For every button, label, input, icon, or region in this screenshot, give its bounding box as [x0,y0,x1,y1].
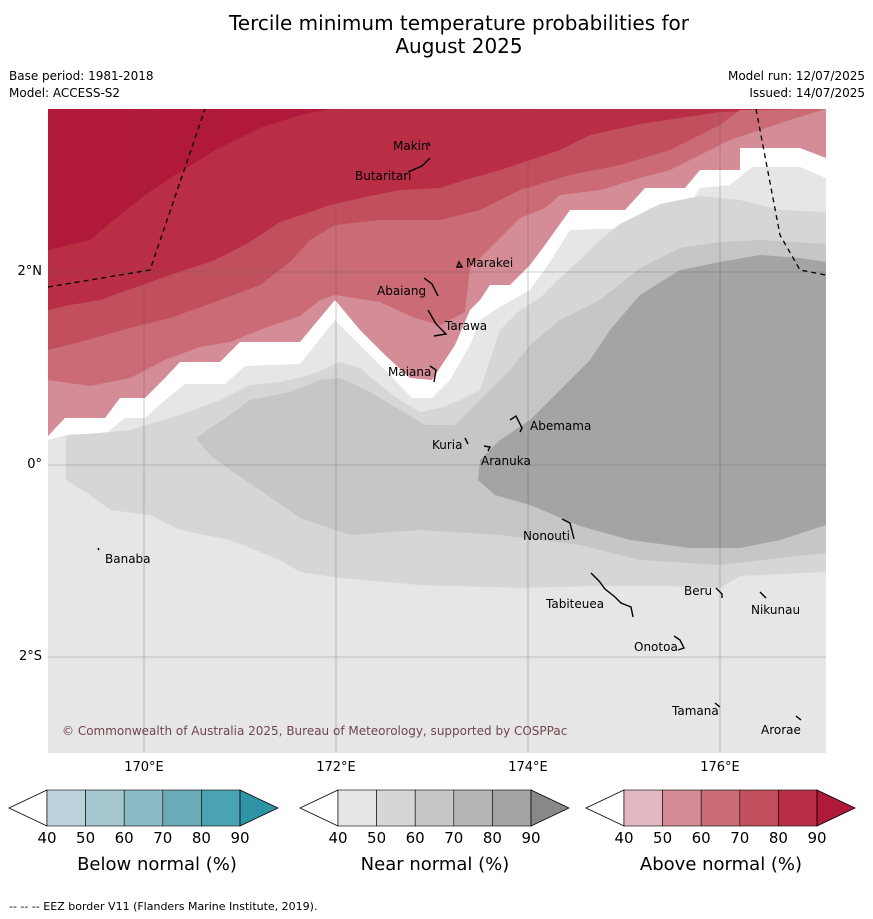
colorbar-below-segment [123,789,164,827]
colorbar-near-segment [492,789,532,827]
colorbar-above-tick: 70 [730,829,749,847]
base-period: Base period: 1981-2018 [9,69,154,83]
colorbar-above-segment [739,789,779,827]
lon-label-172: 172°E [316,760,356,775]
island-maiana [429,365,437,383]
colorbar-below-tick: 90 [230,829,249,847]
footer-eez-note: -- -- -- EEZ border V11 (Flanders Marine… [9,900,318,913]
colorbar-above-tick: 40 [614,829,633,847]
colorbar-near-tick: 70 [444,829,463,847]
label-kuria: Kuria [432,438,463,452]
colorbar-below-tick: 80 [192,829,211,847]
island-nonouti [561,518,575,540]
colorbar-near-segment [337,789,377,827]
label-nonouti: Nonouti [523,529,570,543]
colorbar-above-tick: 80 [769,829,788,847]
label-tamana: Tamana [672,704,719,718]
colorbar-above-segment [662,789,702,827]
meta-left: Base period: 1981-2018 Model: ACCESS-S2 [9,68,154,102]
label-nikunau: Nikunau [751,603,801,617]
colorbar-below-segment [162,789,202,827]
colorbar-below-segment [201,789,241,827]
island-beru [715,587,723,598]
meta-right: Model run: 12/07/2025 Issued: 14/07/2025 [700,68,865,102]
label-tarawa: Tarawa [445,319,488,333]
label-abemama: Abemama [530,419,592,433]
colorbar-near-over-triangle [530,789,570,827]
probability-map: Makin Butaritari Marakei Abaiang Tarawa … [48,109,826,753]
colorbar-below-over-triangle [239,789,279,827]
model-name: Model: ACCESS-S2 [9,86,121,100]
colorbar-title-below: Below normal (%) [77,854,237,875]
colorbar-near-under-triangle [299,789,339,827]
issued-date: Issued: 14/07/2025 [749,86,865,100]
title-line-1: Tercile minimum temperature probabilitie… [228,11,690,35]
label-onotoa: Onotoa [634,640,678,654]
label-arorae: Arorae [761,723,801,737]
colorbar-near-segment [414,789,455,827]
island-onotoa [673,635,685,651]
colorbars: 40 50 60 70 80 90 40 50 60 70 80 90 40 50 60 70 80 90 [8,789,856,847]
label-beru: Beru [684,584,713,598]
colorbar-below-segment [46,789,86,827]
colorbar-near-tick: 90 [521,829,540,847]
colorbar-near-tick: 80 [483,829,502,847]
colorbar-near-tick: 40 [328,829,347,847]
island-abemama [509,414,523,433]
label-abaiang: Abaiang [377,284,427,298]
colorbar-below-segment [85,789,125,827]
island-nikunau [759,591,767,599]
island-tarawa [427,309,448,337]
colorbar-above-segment [623,789,663,827]
colorbar-above-tick: 60 [692,829,711,847]
colorbar-above-tick: 50 [653,829,672,847]
colorbar-below-under-triangle [8,789,48,827]
model-run: Model run: 12/07/2025 [727,69,865,83]
colorbar-near-segment [453,789,493,827]
colorbar-above-segment [778,789,818,827]
colorbar-near-segment [376,789,416,827]
island-marakei [455,260,464,268]
map-title: Tercile minimum temperature probabilitie… [0,12,873,58]
island-abaiang [423,277,439,297]
colorbar-below-tick: 60 [115,829,134,847]
colorbar-near-tick: 50 [367,829,386,847]
colorbar-title-near: Near normal (%) [360,854,510,875]
island-aranuka [483,445,492,452]
label-tabiteuea: Tabiteuea [546,597,605,611]
lat-label-0: 0° [27,457,42,472]
copyright-notice: © Commonwealth of Australia 2025, Bureau… [62,724,568,738]
colorbar-title-above: Above normal (%) [639,854,803,875]
colorbar-above-segment [700,789,741,827]
colorbar-above-over-triangle [816,789,856,827]
island-kuria [464,437,469,445]
island-butaritari [407,157,431,173]
label-banaba: Banaba [105,552,151,566]
near-70-region [478,255,826,548]
label-marakei: Marakei [466,256,514,270]
lon-label-174: 174°E [508,760,548,775]
colorbar-above-tick: 90 [807,829,826,847]
lon-label-170: 170°E [124,760,164,775]
label-maiana: Maiana [388,365,432,379]
title-line-2: August 2025 [395,34,523,58]
colorbar-above-under-triangle [585,789,625,827]
island-arorae [795,715,802,721]
island-banaba [97,547,100,551]
colorbar-below-tick: 50 [76,829,95,847]
island-tamana [714,702,721,708]
colorbar-below-tick: 70 [153,829,172,847]
colorbar-below-tick: 40 [37,829,56,847]
eez-border-west [48,109,206,288]
colorbar-near-tick: 60 [406,829,425,847]
lat-label-2n: 2°N [17,264,43,279]
label-aranuka: Aranuka [481,454,531,468]
label-makin: Makin [393,139,429,153]
lon-label-176: 176°E [700,760,740,775]
island-tabiteuea [590,572,634,618]
label-butaritari: Butaritari [355,169,412,183]
island-makin [427,141,431,147]
eez-border-east [755,109,826,276]
lat-label-2s: 2°S [18,649,42,664]
